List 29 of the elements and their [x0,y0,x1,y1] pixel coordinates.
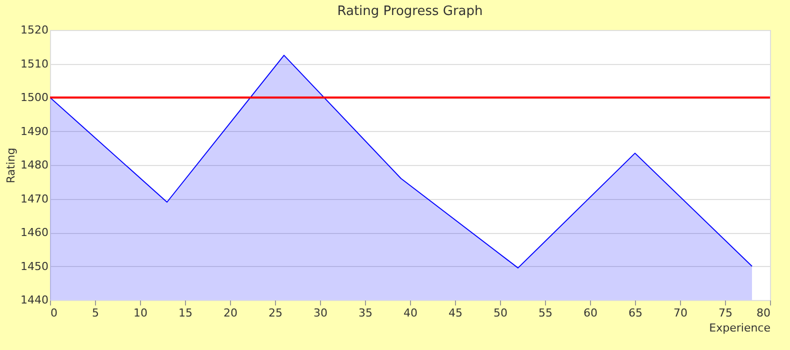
x-tick-label: 50 [494,306,508,320]
x-tick-label: 55 [538,306,552,320]
x-axis-title: Experience [709,322,771,334]
x-tick-label: 5 [92,306,99,320]
y-axis-title: Rating [4,148,18,184]
x-tick-label: 15 [178,306,192,320]
x-tick-label: 35 [358,306,372,320]
x-tick-label: 0 [50,306,58,320]
x-tick-label: 60 [584,306,598,320]
y-tick-label: 1460 [20,226,48,239]
chart-title: Rating Progress Graph [337,4,483,19]
x-tick-label: 65 [628,306,642,320]
y-tick-label: 1440 [20,294,48,306]
x-tick-label: 10 [134,306,148,320]
x-tick-label: 45 [448,306,462,320]
x-tick-label: 75 [718,306,732,320]
x-tick-label: 80 [756,306,770,320]
x-tick-label: 40 [404,306,418,320]
x-tick-label: 20 [224,306,238,320]
x-tick-label: 25 [268,306,282,320]
y-tick-label: 1470 [20,192,48,206]
x-tick-label: 30 [314,306,328,320]
y-tick-label: 1520 [20,24,48,36]
y-tick-label: 1510 [20,57,48,70]
y-tick-label: 1500 [20,91,48,104]
y-tick-label: 1480 [20,158,48,172]
y-tick-label: 1490 [20,124,48,138]
y-tick-label: 1450 [20,260,48,273]
x-tick-label: 70 [674,306,688,320]
